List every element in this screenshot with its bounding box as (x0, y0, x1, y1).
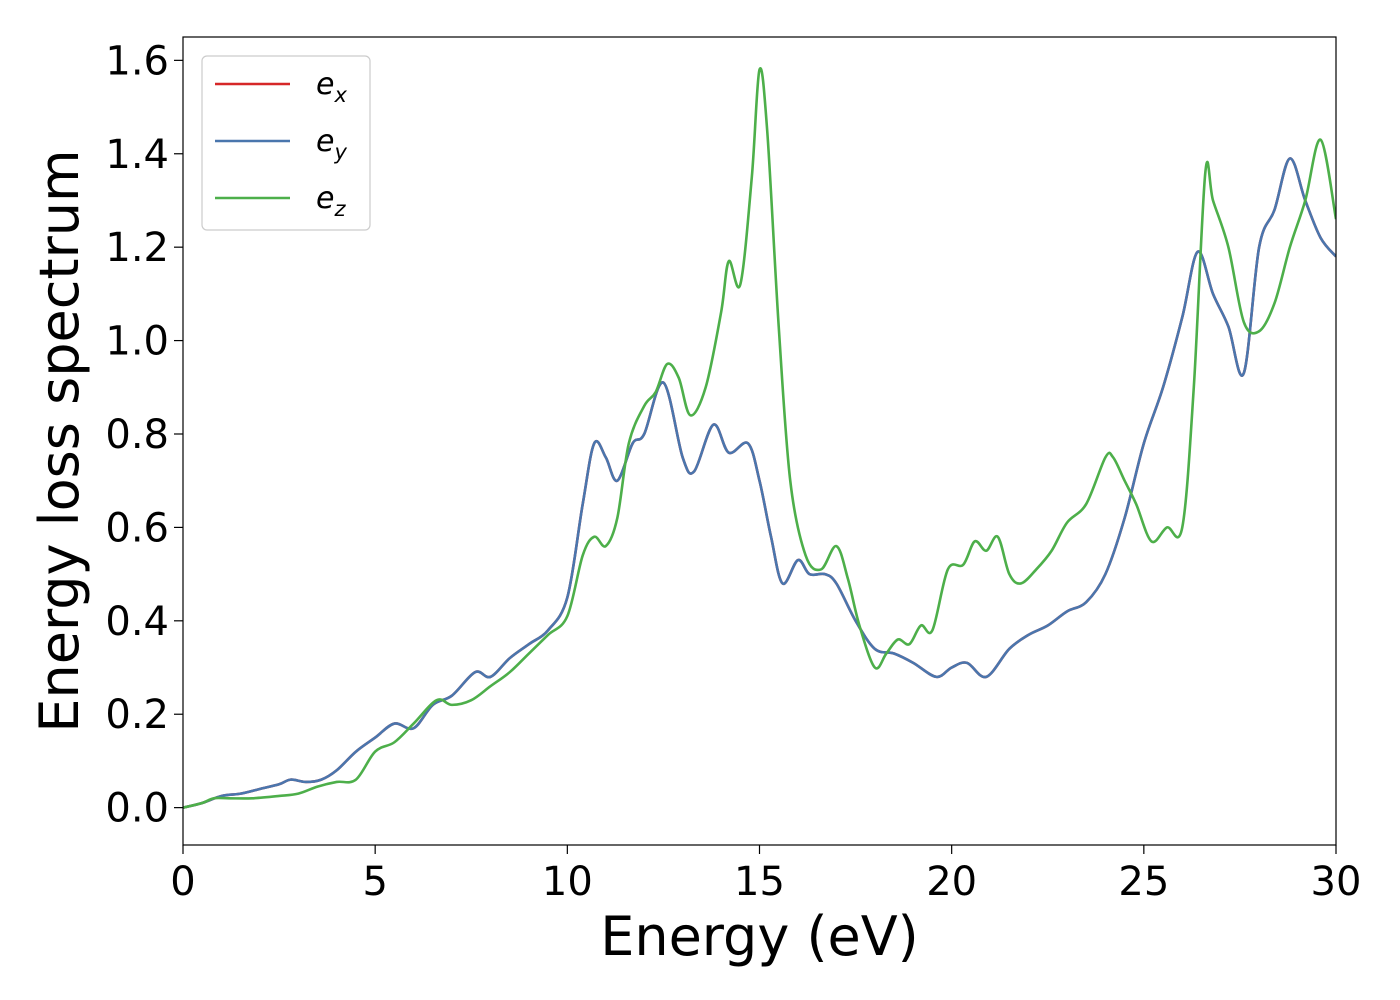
y-tick-label: 0.6 (105, 505, 169, 551)
y-tick-label: 0.0 (105, 786, 169, 832)
x-tick-label: 25 (1118, 859, 1169, 905)
legend-box (201, 55, 371, 231)
y-tick-label: 1.6 (105, 38, 169, 84)
x-tick-label: 20 (926, 859, 977, 905)
x-tick-label: 30 (1311, 859, 1362, 905)
x-tick-label: 10 (542, 859, 593, 905)
plot-lines (183, 67, 1336, 809)
y-tick-label: 0.4 (105, 599, 169, 645)
x-tick-label: 15 (734, 859, 785, 905)
y-tick-label: 0.8 (105, 412, 169, 458)
series-line-z (183, 67, 1336, 809)
y-axis: 0.0 0.2 0.4 0.6 0.8 1.0 1.2 1.4 1.6 (105, 38, 183, 832)
y-tick-label: 1.2 (105, 225, 169, 271)
legend-label-x: ex (316, 67, 347, 107)
y-tick-label: 0.2 (105, 692, 169, 738)
x-tick-label: 5 (362, 859, 387, 905)
y-tick-label: 1.0 (105, 319, 169, 365)
y-axis-title: Energy loss spectrum (28, 149, 91, 732)
x-axis-title: Energy (eV) (600, 905, 919, 968)
x-tick-label: 0 (170, 859, 195, 905)
legend: ex ey ez (201, 55, 371, 231)
x-axis: 0 5 10 15 20 25 30 (170, 845, 1361, 905)
legend-label-y: ey (316, 124, 347, 164)
y-tick-label: 1.4 (105, 132, 169, 178)
series-line-y (183, 157, 1336, 809)
legend-label-z: ez (316, 181, 346, 221)
